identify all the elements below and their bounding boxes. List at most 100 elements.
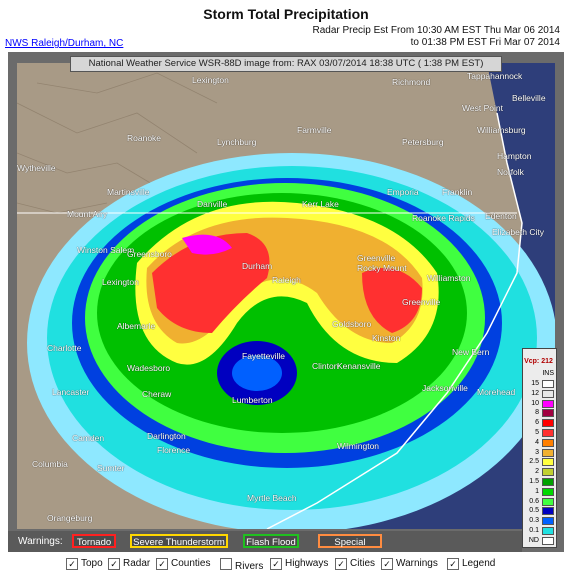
legend-vcp: Vcp: 212 [524, 358, 553, 365]
city-label: Kenansville [337, 361, 381, 371]
city-label: Lumberton [232, 395, 273, 405]
city-label: Durham [242, 261, 273, 271]
city-label: Emporia [387, 187, 419, 197]
legend-swatch [542, 389, 554, 398]
city-label: Williamston [427, 273, 471, 283]
period-end: to 01:38 PM EST Fri Mar 07 2014 [410, 37, 560, 48]
city-label: Elizabeth City [492, 227, 544, 237]
warning-severe-thunderstorm-button[interactable]: Severe Thunderstorm [130, 534, 228, 548]
legend-label: 15 [531, 380, 539, 387]
toggle-warnings-label: Warnings [396, 558, 438, 569]
legend-item: 1 [524, 487, 555, 497]
toggle-warnings-checkbox[interactable]: ✓ [381, 558, 393, 570]
toggle-topo[interactable]: ✓ Topo [66, 558, 103, 570]
city-label: Franklin [442, 187, 473, 197]
toggle-radar-label: Radar [123, 558, 151, 569]
legend-item: 4 [524, 438, 555, 448]
legend-swatch [542, 448, 554, 457]
legend-swatch [542, 419, 554, 428]
legend-label: 0.3 [529, 517, 539, 525]
city-label: Greenville [357, 253, 396, 263]
city-label: Sumter [97, 463, 125, 473]
city-label: Petersburg [402, 137, 444, 147]
toggle-highways-checkbox[interactable]: ✓ [270, 558, 282, 570]
toggle-legend[interactable]: ✓ Legend [447, 558, 495, 570]
city-label: Jacksonville [422, 383, 468, 393]
city-label: Wadesboro [127, 363, 171, 373]
toggle-cities-checkbox[interactable]: ✓ [335, 558, 347, 570]
city-label: Florence [157, 445, 191, 455]
legend-swatch [542, 380, 554, 388]
city-label: Cheraw [142, 389, 172, 399]
toggle-radar[interactable]: ✓ Radar [108, 558, 150, 570]
warnings-label: Warnings: [18, 536, 63, 547]
legend-swatch [542, 497, 554, 506]
legend-swatch [542, 527, 554, 535]
period-start: Radar Precip Est From 10:30 AM EST Thu M… [312, 25, 560, 36]
office-link[interactable]: NWS Raleigh/Durham, NC [5, 38, 124, 49]
toggle-legend-checkbox[interactable]: ✓ [447, 558, 459, 570]
city-label: Lexington [102, 277, 139, 287]
legend-swatch [542, 487, 554, 496]
legend-swatch [542, 409, 554, 418]
city-label: Lancaster [52, 387, 90, 397]
legend-item: 0.5 [524, 506, 555, 516]
legend-label: 6 [535, 419, 539, 427]
legend-label: 0.5 [529, 507, 539, 515]
legend-label: 0.6 [529, 497, 539, 505]
city-label: Farmville [297, 125, 332, 135]
toggle-highways[interactable]: ✓ Highways [270, 558, 328, 570]
toggle-rivers-label: Rivers [235, 561, 264, 572]
city-label: Hampton [497, 151, 532, 161]
city-label: Belleville [512, 93, 546, 103]
toggle-legend-label: Legend [462, 558, 496, 569]
toggle-topo-checkbox[interactable]: ✓ [66, 558, 78, 570]
city-label: Norfolk [497, 167, 524, 177]
city-label: Greenville [402, 297, 441, 307]
city-label: Charlotte [47, 343, 82, 353]
legend-item: 0.3 [524, 516, 555, 526]
city-label: Greensboro [127, 249, 172, 259]
city-label: Roanoke [127, 133, 162, 143]
page-title: Storm Total Precipitation [203, 6, 369, 22]
city-label: Raleigh [272, 275, 301, 285]
legend-label: 2.5 [529, 458, 539, 466]
warning-tornado-button[interactable]: Tornado [72, 534, 116, 548]
toggle-counties[interactable]: ✓ Counties [156, 558, 210, 570]
toggle-rivers[interactable]: Rivers [220, 558, 263, 572]
toggle-warnings[interactable]: ✓ Warnings [381, 558, 438, 570]
city-label: Columbia [32, 459, 68, 469]
toggle-cities-label: Cities [350, 558, 376, 569]
city-label: Mount Airy [67, 209, 108, 219]
city-label: Goldsboro [332, 319, 372, 329]
legend-swatch [542, 536, 554, 545]
city-label: Kinston [372, 333, 401, 343]
toggle-rivers-checkbox[interactable] [220, 558, 232, 570]
legend-item: 8 [524, 408, 555, 418]
city-label: New Bern [452, 347, 490, 357]
city-label: Wilmington [337, 441, 380, 451]
warning-special-marine-button[interactable]: Special Marine [318, 534, 382, 562]
legend-label: ND [528, 536, 539, 544]
legend-units: INS [542, 370, 554, 377]
toggle-highways-label: Highways [285, 558, 329, 569]
radar-map: Lexington Lynchburg Richmond Petersburg Farm… [17, 63, 555, 529]
legend-label: 12 [531, 389, 539, 397]
precip-5-east [362, 268, 422, 333]
warning-flash-flood-button[interactable]: Flash Flood [243, 534, 299, 548]
toggle-counties-checkbox[interactable]: ✓ [156, 558, 168, 570]
city-label: Martinsville [107, 187, 150, 197]
toggle-cities[interactable]: ✓ Cities [335, 558, 375, 570]
legend-label: 8 [535, 409, 539, 417]
layer-toggles: ✓ Topo ✓ Radar ✓ Counties Rivers ✓ Highways ✓ Citi… [0, 556, 572, 576]
legend-swatch [542, 399, 554, 408]
toggle-radar-checkbox[interactable]: ✓ [108, 558, 120, 570]
city-label: Lynchburg [217, 137, 257, 147]
legend-swatch [542, 468, 554, 477]
toggle-counties-label: Counties [171, 558, 211, 569]
precip-10 [182, 234, 232, 255]
legend-item: 10 [524, 399, 555, 409]
toggle-topo-label: Topo [81, 558, 103, 569]
city-label: Wytheville [17, 163, 56, 173]
city-label: Richmond [392, 77, 431, 87]
